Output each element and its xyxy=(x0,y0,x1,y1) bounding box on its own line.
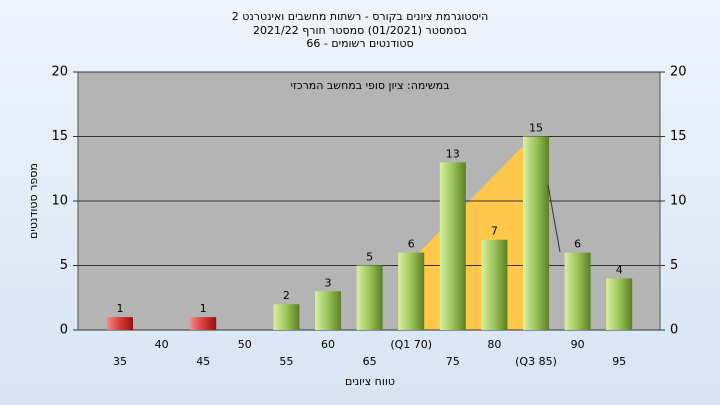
bar xyxy=(315,291,341,330)
annotation: במשימה: ציון סופי במחשב המרכזי xyxy=(290,79,449,92)
y2-tick-label: 5 xyxy=(670,258,678,273)
bar xyxy=(606,278,633,330)
bar xyxy=(523,136,549,330)
bar xyxy=(107,317,133,330)
bar xyxy=(398,252,425,330)
x-tick-label: 50 xyxy=(238,338,252,351)
chart-subtitle: סטודנטים רשומים - 66 xyxy=(306,37,413,50)
y2-tick-label: 0 xyxy=(670,323,678,338)
data-label: 6 xyxy=(408,238,415,251)
y2-tick-label: 15 xyxy=(670,129,687,144)
data-label: 1 xyxy=(200,302,207,315)
y2-tick-label: 10 xyxy=(670,194,687,209)
bar xyxy=(356,265,383,330)
trend-line xyxy=(547,184,561,253)
y-tick-label: 0 xyxy=(60,323,68,338)
x-tick-label: 95 xyxy=(612,355,626,368)
data-label: 13 xyxy=(446,147,460,160)
chart-title: היסטוגרמת ציונים בקורס - רשתות מחשבים וא… xyxy=(232,10,489,23)
y-tick-label: 5 xyxy=(60,258,68,273)
bar xyxy=(190,317,217,330)
x-tick-label: 80 xyxy=(487,338,501,351)
y-axis-label: מספר סטודנטים xyxy=(27,163,40,239)
data-label: 15 xyxy=(529,122,543,135)
y-tick-label: 20 xyxy=(51,65,68,80)
x-tick-label: 40 xyxy=(155,338,169,351)
data-label: 5 xyxy=(366,251,373,264)
x-tick-label: 65 xyxy=(363,355,377,368)
y-tick-label: 10 xyxy=(51,194,68,209)
y-tick-label: 15 xyxy=(51,129,68,144)
x-tick-label: 90 xyxy=(571,338,585,351)
data-label: 2 xyxy=(283,289,290,302)
chart-subtitle: בסמסטר (01/2021) סמסטר חורף 2021/22 xyxy=(253,24,467,37)
x-axis-label: טווח ציונים xyxy=(345,375,395,388)
data-label: 3 xyxy=(325,276,332,289)
x-tick-label: (Q1 70) xyxy=(390,338,432,351)
bar xyxy=(564,252,591,330)
x-tick-label: 60 xyxy=(321,338,335,351)
x-tick-label: (Q3 85) xyxy=(515,355,557,368)
bar xyxy=(481,239,508,330)
x-tick-label: 35 xyxy=(113,355,127,368)
x-tick-label: 55 xyxy=(279,355,293,368)
data-label: 1 xyxy=(117,302,124,315)
quartile-shade xyxy=(400,147,548,330)
y2-tick-label: 20 xyxy=(670,65,687,80)
data-label: 7 xyxy=(491,225,498,238)
x-tick-label: 75 xyxy=(446,355,460,368)
bar xyxy=(439,162,466,330)
x-tick-label: 45 xyxy=(196,355,210,368)
bar xyxy=(273,304,300,330)
data-label: 4 xyxy=(616,263,623,276)
data-label: 6 xyxy=(574,238,581,251)
